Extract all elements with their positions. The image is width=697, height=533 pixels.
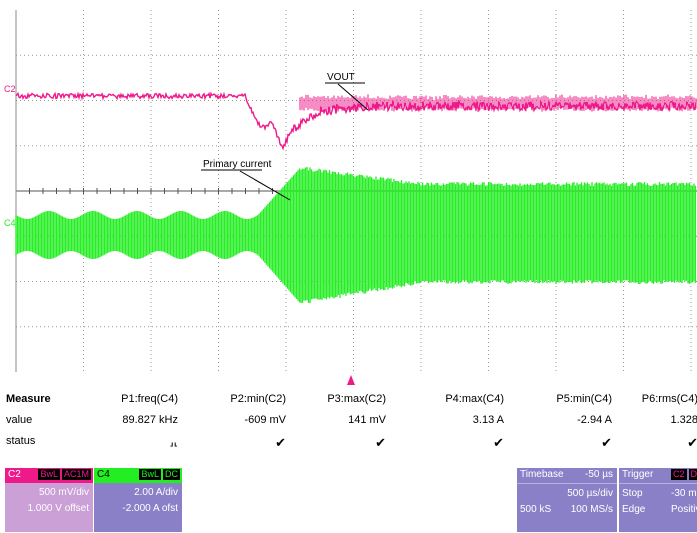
status-check-icon: ✔ [394, 435, 504, 451]
c4-offset: -2.000 A ofst [94, 501, 182, 517]
timebase-rate: 100 MS/s [571, 504, 613, 515]
primary-pointer [240, 171, 290, 200]
timebase-label: Timebase [520, 469, 564, 480]
timebase-descriptor[interactable]: Timebase -50 µs 500 µs/div 500 kS 100 MS… [517, 468, 617, 532]
c2-bwl-badge: BwL [38, 469, 60, 480]
param-name[interactable]: P4:max(C4) [394, 393, 504, 405]
trigger-source-badge: C2 [671, 469, 687, 480]
timebase-header: Timebase -50 µs [517, 468, 617, 484]
waveform-display[interactable]: VOUT Primary current C2 C4 [0, 0, 697, 372]
trigger-header: Trigger C2 D [619, 468, 697, 484]
trigger-arrow-icon[interactable] [347, 375, 355, 385]
c4-label: C4 [97, 469, 110, 480]
trigger-level: -30 m [671, 486, 697, 502]
param-name[interactable]: P3:max(C2) [276, 393, 386, 405]
c2-scale: 500 mV/div [5, 485, 93, 501]
timebase-sampling: 500 kS 100 MS/s [517, 502, 617, 518]
status-distribution-icon: ⸥⸤ [68, 435, 178, 448]
timebase-per-div: 500 µs/div [517, 486, 617, 502]
param-value: -609 mV [176, 414, 286, 426]
param-name[interactable]: P1:freq(C4) [68, 393, 178, 405]
timebase-samples: 500 kS [520, 502, 551, 518]
c2-descriptor-header: C2 BwL AC1M [5, 468, 93, 483]
param-value: 1.328 [588, 414, 697, 426]
c2-offset: 1.000 V offset [5, 501, 93, 517]
c4-level-marker[interactable]: C4 [4, 218, 16, 228]
c2-label: C2 [8, 469, 21, 480]
measure-header: Measure [6, 393, 51, 405]
param-name[interactable]: P2:min(C2) [176, 393, 286, 405]
c2-level-marker[interactable]: C2 [4, 84, 16, 94]
param-value: 3.13 A [394, 414, 504, 426]
status-check-icon: ✔ [176, 435, 286, 451]
param-value: 89.827 kHz [68, 414, 178, 426]
timebase-delay: -50 µs [585, 469, 613, 480]
trigger-descriptor[interactable]: Trigger C2D Stop -30 m Edge Positiv [619, 468, 697, 532]
status-check-icon: ✔ [276, 435, 386, 451]
status-check-icon: ✔ [588, 435, 697, 451]
c4-descriptor[interactable]: C4 BwL DC 2.00 A/div -2.000 A ofst [94, 468, 182, 532]
trigger-label: Trigger [622, 469, 653, 480]
c4-bwl-badge: BwL [139, 469, 161, 480]
measure-table: Measure P1:freq(C4) P2:min(C2) P3:max(C2… [0, 385, 697, 465]
param-name[interactable]: P6:rms(C4) [588, 393, 697, 405]
trigger-type: Edge [622, 502, 645, 518]
trigger-marker-strip [0, 372, 697, 386]
c4-scale: 2.00 A/div [94, 485, 182, 501]
status-row-label: status [6, 435, 35, 447]
waveform-grid: VOUT Primary current C2 C4 [0, 0, 697, 372]
trigger-mode: Stop [622, 486, 643, 502]
c4-coupling-badge: DC [163, 469, 180, 480]
c2-descriptor[interactable]: C2 BwL AC1M 500 mV/div 1.000 V offset [5, 468, 93, 532]
param-value: 141 mV [276, 414, 386, 426]
c2-coupling-badge: AC1M [62, 469, 91, 480]
vout-annotation: VOUT [327, 72, 355, 83]
trigger-coupling-badge: D [689, 469, 697, 480]
trigger-slope: Positiv [671, 502, 697, 518]
c4-descriptor-header: C4 BwL DC [94, 468, 182, 483]
value-row-label: value [6, 414, 32, 426]
primary-current-annotation: Primary current [203, 159, 272, 170]
